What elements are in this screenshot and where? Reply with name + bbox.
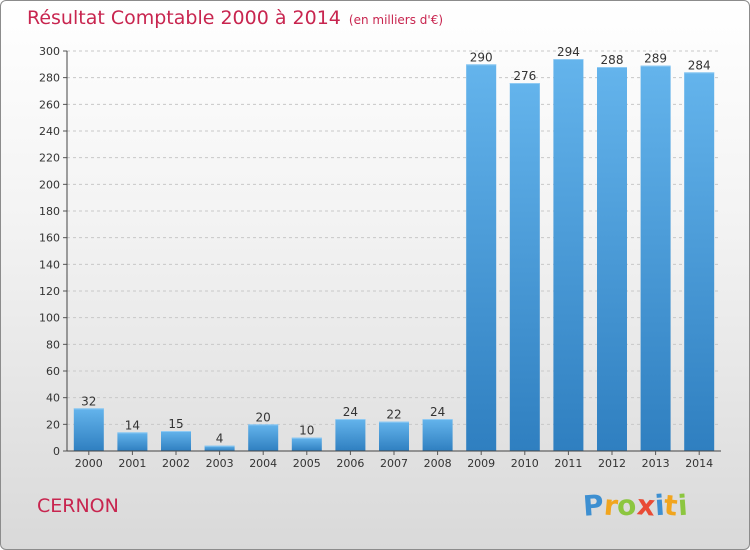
data-label: 294: [557, 45, 580, 59]
bar: [335, 419, 366, 451]
bar: [291, 437, 322, 451]
data-label: 22: [386, 408, 401, 422]
bar: [597, 67, 627, 451]
x-tick-label: 2001: [118, 457, 146, 470]
y-tick-label: 300: [39, 45, 60, 58]
commune-name: CERNON: [37, 495, 119, 517]
data-label: 4: [216, 432, 224, 446]
x-tick-label: 2008: [424, 457, 452, 470]
data-label: 288: [601, 53, 624, 67]
bar: [161, 431, 191, 451]
y-tick-label: 80: [46, 338, 60, 351]
x-tick-label: 2010: [511, 457, 539, 470]
x-tick-label: 2012: [598, 457, 626, 470]
y-tick-label: 220: [39, 152, 60, 165]
bar: [466, 64, 497, 452]
x-tick-label: 2003: [206, 457, 234, 470]
data-label: 276: [513, 69, 536, 83]
y-tick-label: 140: [39, 258, 60, 271]
logo-letter: o: [616, 488, 638, 523]
logo-letter: x: [635, 488, 657, 523]
data-label: 10: [299, 424, 314, 438]
x-tick-label: 2009: [467, 457, 495, 470]
x-tick-label: 2014: [685, 457, 713, 470]
y-tick-label: 280: [39, 72, 60, 85]
chart-unit-text: (en milliers d'€): [348, 13, 444, 27]
x-tick-label: 2006: [336, 457, 364, 470]
y-tick-label: 60: [46, 365, 60, 378]
data-label: 24: [430, 405, 445, 419]
y-tick-label: 20: [46, 418, 60, 431]
y-tick-label: 160: [39, 232, 60, 245]
chart-title: Résultat Comptable 2000 à 2014 (en millie…: [27, 7, 443, 29]
data-label: 14: [125, 418, 140, 432]
bar: [640, 65, 671, 452]
bar: [509, 83, 540, 451]
data-label: 32: [81, 394, 96, 408]
bar: [379, 421, 409, 451]
bar: [117, 432, 148, 451]
y-tick-label: 0: [53, 445, 60, 458]
y-tick-label: 200: [39, 178, 60, 191]
x-tick-label: 2002: [162, 457, 190, 470]
x-tick-label: 2011: [554, 457, 582, 470]
data-label: 20: [256, 410, 271, 424]
data-label: 15: [168, 417, 183, 431]
x-tick-label: 2000: [75, 457, 103, 470]
bar: [553, 59, 584, 451]
y-tick-label: 100: [39, 312, 60, 325]
data-label: 284: [688, 58, 711, 72]
chart-title-text: Résultat Comptable 2000 à 2014: [27, 7, 341, 29]
y-tick-label: 120: [39, 285, 60, 298]
data-label: 290: [470, 50, 493, 64]
y-tick-label: 180: [39, 205, 60, 218]
y-tick-label: 40: [46, 392, 60, 405]
bar: [684, 72, 715, 451]
bar: [204, 445, 235, 451]
x-tick-label: 2013: [642, 457, 670, 470]
logo-letter: P: [581, 488, 605, 523]
bar: [73, 408, 104, 451]
y-tick-label: 240: [39, 125, 60, 138]
proxiti-logo: Proxiti: [581, 488, 689, 523]
bar: [248, 424, 279, 451]
x-tick-label: 2004: [249, 457, 277, 470]
data-label: 24: [343, 405, 358, 419]
y-tick-label: 260: [39, 98, 60, 111]
logo-letter: i: [676, 488, 689, 523]
x-tick-label: 2007: [380, 457, 408, 470]
data-label: 289: [644, 52, 667, 66]
x-tick-label: 2005: [293, 457, 321, 470]
bar: [422, 419, 453, 451]
